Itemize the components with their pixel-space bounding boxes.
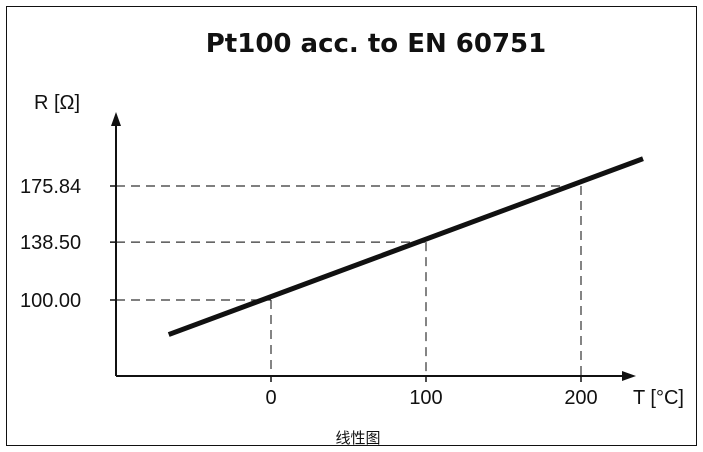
chart-title: Pt100 acc. to EN 60751	[206, 29, 546, 59]
series-line-0	[167, 156, 644, 337]
x-axis-arrow	[622, 371, 636, 381]
x-tick-label-2: 200	[564, 387, 597, 409]
y-axis-label: R [Ω]	[34, 92, 80, 114]
y-tick-label-2: 175.84	[20, 176, 81, 198]
x-axis-label: T [°C]	[633, 387, 684, 409]
y-tick-label-1: 138.50	[20, 232, 81, 254]
chart-caption: 线性图	[335, 429, 380, 447]
chart-frame	[6, 6, 697, 446]
y-tick-label-0: 100.00	[20, 290, 81, 312]
x-tick-label-0: 0	[265, 387, 276, 409]
x-tick-label-1: 100	[409, 387, 442, 409]
y-axis-arrow	[111, 112, 121, 126]
